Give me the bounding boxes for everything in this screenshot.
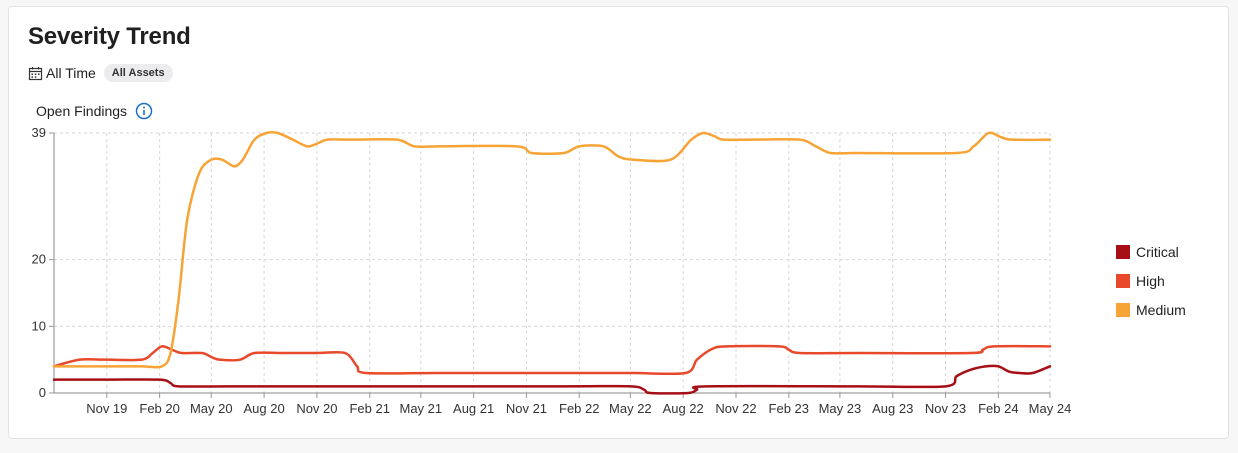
legend-label: Critical	[1136, 243, 1179, 260]
x-tick-label: May 23	[819, 401, 862, 416]
severity-trend-card: Severity Trend All Time All Assets Open …	[8, 6, 1229, 439]
y-tick-label: 0	[39, 385, 46, 400]
series-line-high	[52, 344, 1052, 376]
legend-item-critical[interactable]: Critical	[1116, 237, 1186, 266]
legend-label: High	[1136, 272, 1165, 289]
info-icon[interactable]	[135, 102, 153, 120]
y-tick-label: 39	[32, 125, 46, 140]
filter-bar: All Time All Assets	[28, 63, 173, 83]
x-tick-label: Nov 21	[506, 401, 547, 416]
x-tick-label: Nov 20	[296, 401, 337, 416]
x-tick-label: Feb 21	[349, 401, 389, 416]
x-tick-label: Aug 20	[244, 401, 285, 416]
x-tick-label: Nov 22	[715, 401, 756, 416]
legend-item-medium[interactable]: Medium	[1116, 295, 1186, 324]
x-tick-label: Nov 19	[86, 401, 127, 416]
x-tick-label: Feb 23	[769, 401, 809, 416]
x-tick-label: May 20	[190, 401, 233, 416]
metric-label-text: Open Findings	[36, 103, 128, 119]
legend-swatch	[1116, 273, 1130, 288]
severity-line-chart: 0 10 20 39 Nov 19 Feb 20 May 20 Aug 20 Nov 20 Feb…	[32, 125, 1072, 416]
legend-label: Medium	[1136, 301, 1186, 318]
x-tick-label: May 24	[1029, 401, 1072, 416]
series-line-medium	[52, 131, 1052, 369]
series-line-critical	[52, 364, 1052, 395]
x-tick-label: Feb 20	[139, 401, 179, 416]
chart-legend: Critical High Medium	[1116, 237, 1186, 324]
y-tick-label: 20	[32, 252, 46, 267]
legend-item-high[interactable]: High	[1116, 266, 1186, 295]
legend-swatch	[1116, 244, 1130, 259]
x-tick-label: May 22	[609, 401, 652, 416]
x-tick-label: Aug 23	[872, 401, 913, 416]
calendar-icon	[28, 66, 43, 80]
page-title: Severity Trend	[28, 23, 191, 50]
legend-swatch	[1116, 302, 1130, 317]
metric-label: Open Findings	[36, 102, 153, 120]
y-tick-label: 10	[32, 318, 46, 333]
period-selector[interactable]: All Time	[46, 65, 96, 81]
x-tick-label: May 21	[400, 401, 443, 416]
x-tick-label: Aug 21	[453, 401, 494, 416]
x-tick-label: Nov 23	[925, 401, 966, 416]
asset-filter-pill[interactable]: All Assets	[103, 64, 173, 82]
x-tick-label: Aug 22	[663, 401, 704, 416]
x-tick-label: Feb 24	[978, 401, 1018, 416]
x-tick-label: Feb 22	[559, 401, 599, 416]
